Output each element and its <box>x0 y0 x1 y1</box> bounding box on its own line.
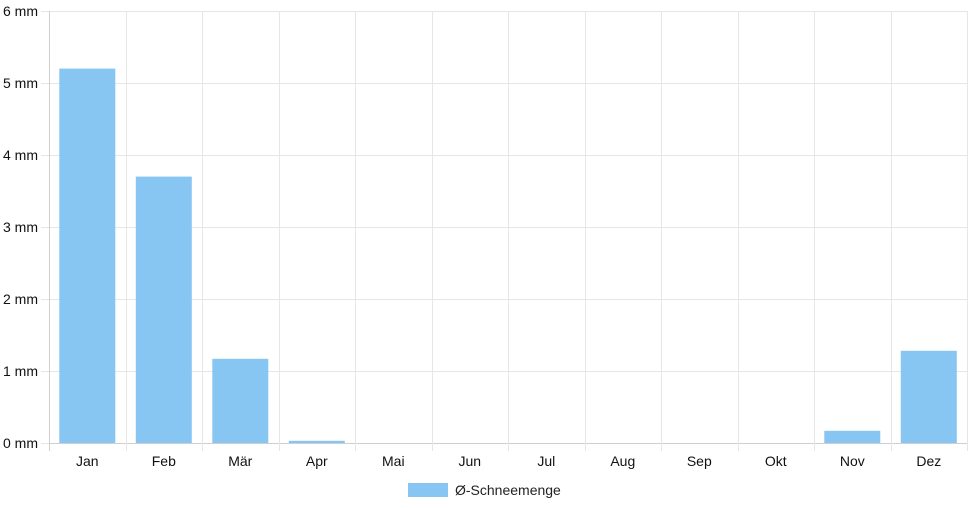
y-tick-label: 6 mm <box>3 3 38 19</box>
x-tick-label: Jul <box>537 453 555 469</box>
x-tick-label: Dez <box>916 453 941 469</box>
bar-mär <box>212 358 269 443</box>
y-tick-label: 0 mm <box>3 435 38 451</box>
x-tick-label: Jan <box>76 453 99 469</box>
x-tick-label: Mai <box>382 453 405 469</box>
legend-label: Ø-Schneemenge <box>455 482 561 498</box>
x-tick-label: Feb <box>152 453 176 469</box>
x-tick-label: Nov <box>840 453 865 469</box>
y-tick-label: 1 mm <box>3 363 38 379</box>
bar-apr <box>288 440 345 443</box>
bar-dez <box>900 350 957 443</box>
bar-nov <box>824 430 881 443</box>
x-tick-label: Okt <box>765 453 787 469</box>
y-tick-label: 3 mm <box>3 219 38 235</box>
legend-swatch <box>408 483 448 497</box>
x-tick-label: Sep <box>687 453 712 469</box>
x-tick-label: Aug <box>610 453 635 469</box>
bar-jan <box>59 68 116 443</box>
bar-feb <box>135 176 192 443</box>
y-tick-label: 2 mm <box>3 291 38 307</box>
x-tick-label: Jun <box>459 453 482 469</box>
x-tick-label: Apr <box>306 453 328 469</box>
y-tick-label: 4 mm <box>3 147 38 163</box>
x-tick-label: Mär <box>228 453 252 469</box>
y-tick-label: 5 mm <box>3 75 38 91</box>
